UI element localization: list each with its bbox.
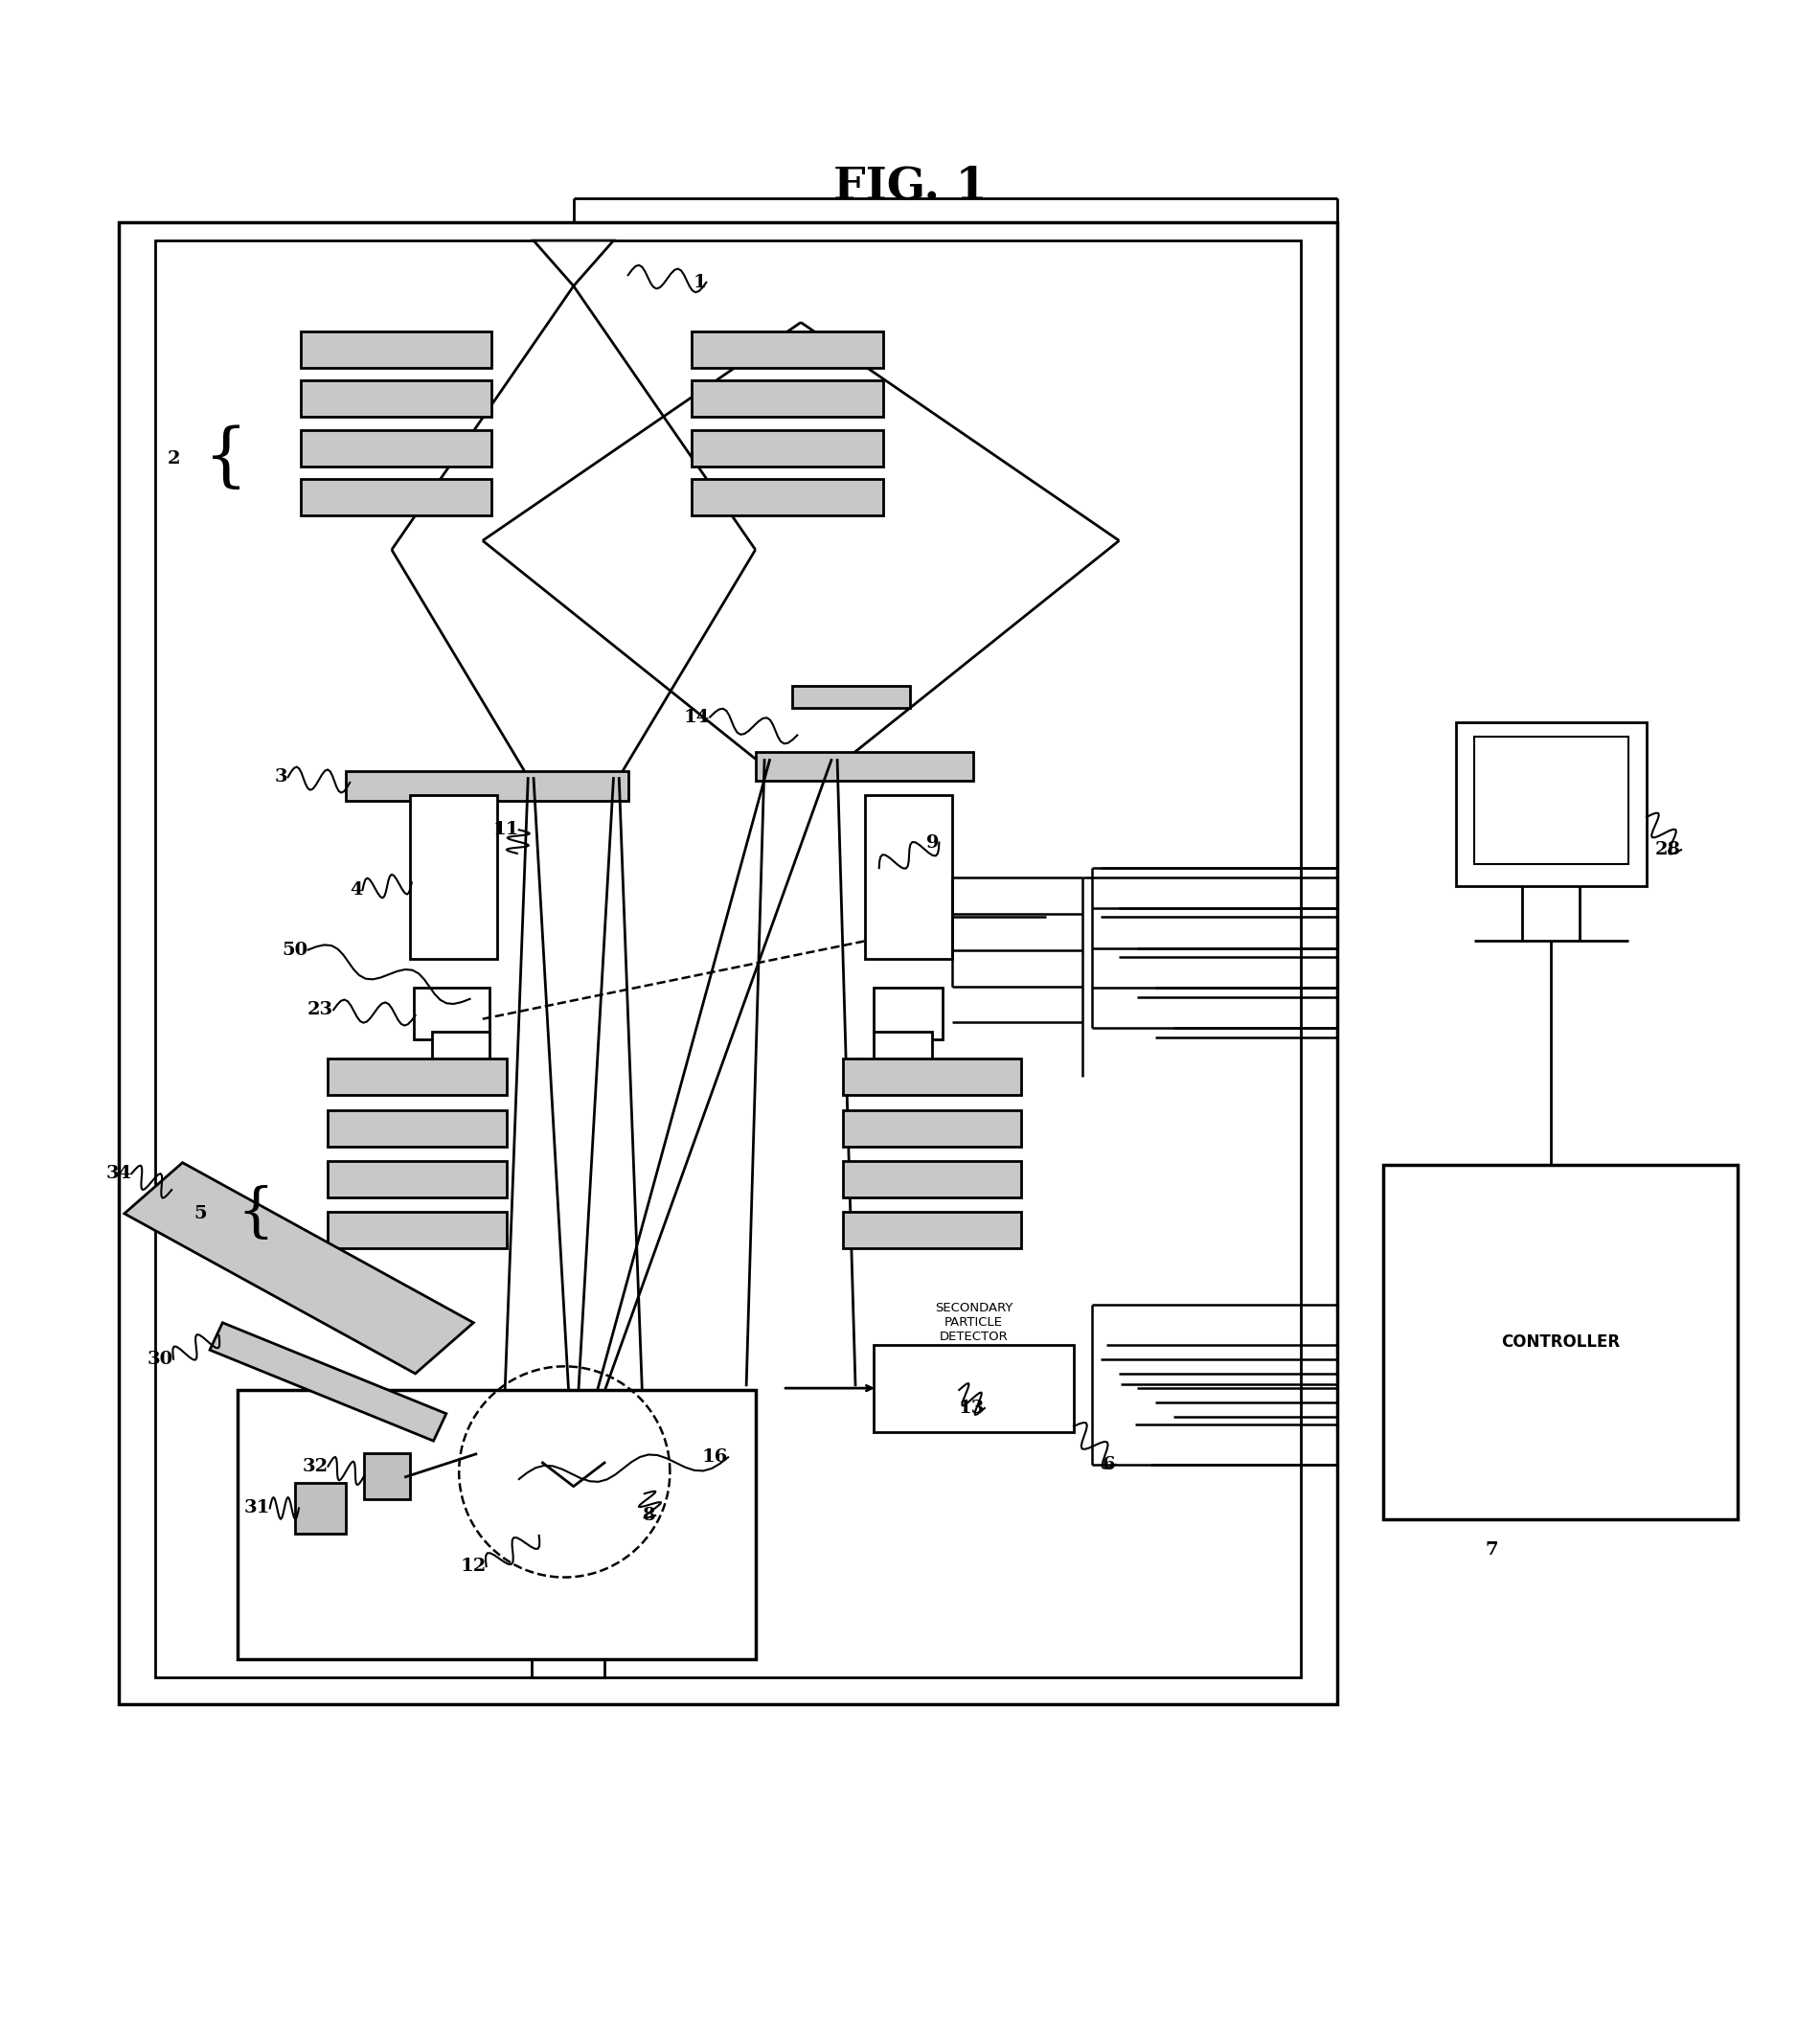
Text: 30: 30 <box>147 1350 173 1368</box>
Bar <box>328 1161 506 1198</box>
Bar <box>1456 722 1647 886</box>
Bar <box>531 1526 604 1678</box>
Bar <box>300 430 491 466</box>
Text: 7: 7 <box>1485 1541 1498 1559</box>
Text: SECONDARY
PARTICLE
DETECTOR: SECONDARY PARTICLE DETECTOR <box>935 1301 1012 1344</box>
Bar <box>480 1480 513 1512</box>
Text: 3: 3 <box>275 768 288 786</box>
Bar <box>295 1482 346 1534</box>
Bar <box>843 1161 1021 1198</box>
Text: 2: 2 <box>167 450 180 468</box>
Bar <box>328 1212 506 1249</box>
Text: 50: 50 <box>282 941 308 959</box>
Bar <box>874 987 943 1040</box>
Text: 5: 5 <box>195 1204 207 1222</box>
Bar <box>431 1032 490 1058</box>
Text: 28: 28 <box>1654 841 1682 857</box>
Bar <box>328 1058 506 1095</box>
Bar <box>843 1212 1021 1249</box>
Bar <box>843 1058 1021 1095</box>
Bar <box>843 1111 1021 1147</box>
Bar <box>413 987 490 1040</box>
Bar <box>1474 738 1629 864</box>
Polygon shape <box>209 1324 446 1441</box>
Text: 23: 23 <box>308 1001 333 1018</box>
Text: 12: 12 <box>460 1559 486 1575</box>
Bar <box>874 1032 932 1058</box>
Text: {: { <box>204 426 248 493</box>
Bar <box>692 478 883 515</box>
Text: 32: 32 <box>302 1457 328 1476</box>
Bar <box>755 752 974 780</box>
Bar <box>692 430 883 466</box>
Bar <box>692 381 883 418</box>
Text: 16: 16 <box>703 1449 728 1466</box>
Bar <box>300 332 491 367</box>
Text: 14: 14 <box>684 707 710 726</box>
Bar <box>300 381 491 418</box>
Bar <box>874 1344 1074 1431</box>
Text: 9: 9 <box>926 833 939 851</box>
Text: {: { <box>237 1186 273 1243</box>
Text: 1: 1 <box>693 274 706 292</box>
Polygon shape <box>533 241 613 286</box>
Text: 11: 11 <box>493 821 519 839</box>
Text: 6: 6 <box>1103 1455 1116 1474</box>
Text: FIG. 1: FIG. 1 <box>834 164 986 209</box>
Bar <box>328 1111 506 1147</box>
Text: 13: 13 <box>959 1399 985 1417</box>
Bar <box>692 332 883 367</box>
Text: 34: 34 <box>106 1166 131 1182</box>
Polygon shape <box>124 1163 473 1374</box>
Text: 31: 31 <box>244 1500 269 1516</box>
Text: 4: 4 <box>349 882 362 898</box>
Text: 8: 8 <box>642 1506 655 1524</box>
Bar <box>1383 1163 1738 1518</box>
Bar <box>364 1453 410 1500</box>
Bar <box>792 685 910 707</box>
Text: CONTROLLER: CONTROLLER <box>1502 1334 1620 1350</box>
Bar <box>506 1463 642 1526</box>
Bar <box>300 478 491 515</box>
Bar <box>410 795 497 959</box>
Bar <box>118 223 1338 1705</box>
Bar <box>864 795 952 959</box>
Bar <box>346 772 628 801</box>
Bar <box>237 1391 755 1660</box>
Bar <box>155 241 1301 1678</box>
